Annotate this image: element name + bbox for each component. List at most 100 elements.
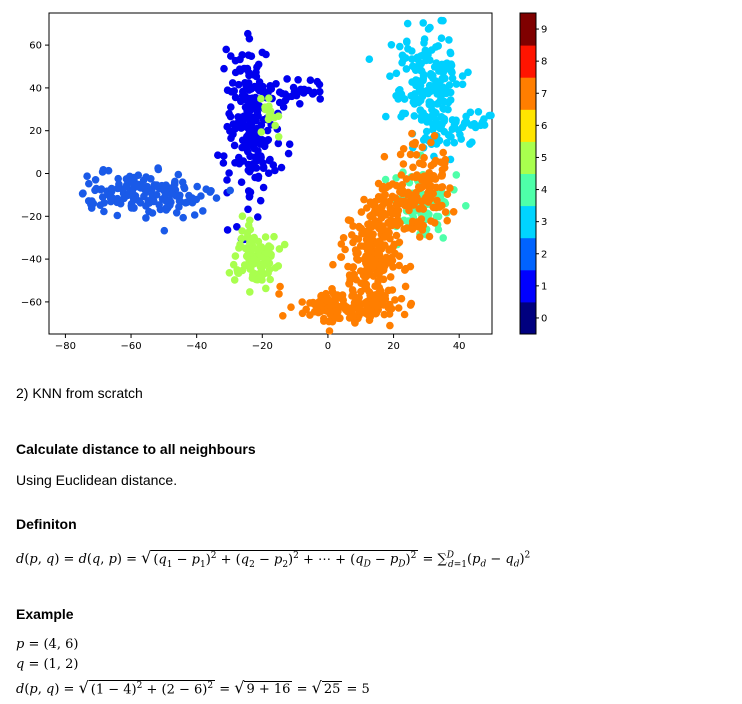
- scatter-point: [246, 114, 255, 123]
- scatter-point: [106, 194, 115, 203]
- scatter-point: [294, 76, 302, 84]
- scatter-point: [265, 111, 274, 120]
- colorbar-segment: [520, 77, 536, 110]
- scatter-point: [400, 225, 409, 233]
- scatter-point: [344, 216, 353, 224]
- scatter-point: [212, 194, 221, 202]
- sqrt-icon: √: [311, 678, 322, 697]
- scatter-point: [263, 126, 272, 135]
- scatter-point: [257, 128, 266, 136]
- scatter-point: [386, 321, 394, 330]
- scatter-point: [440, 105, 448, 113]
- y-tick-label: −60: [21, 297, 42, 308]
- scatter-point: [439, 148, 448, 157]
- scatter-point: [407, 192, 416, 201]
- scatter-point: [446, 49, 455, 58]
- scatter-point: [135, 197, 143, 205]
- scatter-point: [264, 136, 273, 144]
- x-tick-label: −40: [186, 341, 207, 352]
- scatter-point: [421, 46, 430, 55]
- colorbar-segment: [520, 173, 536, 207]
- scatter-point: [365, 306, 373, 314]
- scatter-point: [474, 108, 483, 116]
- scatter-point: [263, 249, 271, 257]
- scatter-point: [178, 178, 187, 186]
- scatter-point: [330, 295, 339, 303]
- scatter-point: [259, 87, 268, 95]
- scatter-point: [265, 94, 273, 102]
- scatter-point: [388, 210, 397, 218]
- y-tick-label: −40: [21, 255, 42, 266]
- tsne-scatter-plot: −80 −60 −40 −20 0 20 40 60 40 20 0 −20 −40 −60 0 1 2 3 4…: [21, 12, 547, 352]
- scatter-point: [436, 203, 444, 211]
- scatter-point: [443, 190, 452, 198]
- scatter-point: [292, 91, 301, 100]
- scatter-point: [371, 282, 379, 291]
- scatter-point: [414, 218, 422, 226]
- scatter-point: [430, 219, 439, 227]
- scatter-point: [277, 163, 286, 172]
- scatter-point: [242, 252, 251, 261]
- knn-section-title: 2) KNN from scratch: [16, 385, 143, 401]
- scatter-point: [427, 138, 435, 147]
- scatter-point: [325, 327, 334, 335]
- scatter-point: [403, 38, 411, 47]
- x-axis-ticks: −80 −60 −40 −20 0 20 40: [55, 334, 466, 352]
- scatter-point: [227, 52, 235, 60]
- scatter-point: [407, 299, 416, 308]
- scatter-point: [244, 205, 252, 214]
- scatter-point: [354, 256, 363, 264]
- scatter-point: [412, 151, 421, 159]
- scatter-point: [244, 147, 252, 156]
- scatter-point: [197, 192, 205, 200]
- scatter-point: [441, 208, 450, 216]
- scatter-point: [480, 115, 488, 123]
- scatter-point: [168, 184, 176, 193]
- scatter-point: [392, 181, 401, 190]
- scatter-point: [230, 276, 239, 284]
- scatter-point: [227, 103, 235, 111]
- scatter-point: [449, 208, 458, 216]
- scatter-point: [326, 307, 334, 316]
- scatter-point: [466, 140, 474, 148]
- ex-radicand: (1 − 4)2 + (2 − 6)2: [88, 679, 216, 697]
- colorbar-tick-label: 8: [541, 57, 547, 68]
- scatter-point: [414, 183, 423, 191]
- scatter-point: [452, 116, 460, 125]
- scatter-point: [275, 245, 284, 253]
- scatter-point: [387, 216, 395, 224]
- y-tick-label: −20: [21, 212, 42, 223]
- scatter-point: [231, 93, 240, 102]
- scatter-point: [437, 172, 446, 180]
- scatter-point: [246, 101, 255, 109]
- scatter-point: [130, 173, 138, 182]
- scatter-point: [180, 184, 189, 193]
- scatter-point: [382, 112, 390, 121]
- scatter-point: [237, 178, 246, 186]
- scatter-point: [254, 174, 263, 182]
- scatter-point: [337, 240, 346, 248]
- scatter-point: [153, 181, 161, 189]
- scatter-point: [432, 77, 440, 85]
- scatter-point: [114, 174, 122, 183]
- scatter-point: [361, 227, 369, 236]
- scatter-point: [154, 164, 162, 172]
- scatter-point: [452, 80, 461, 88]
- colorbar-segment: [520, 301, 536, 335]
- scatter-point: [416, 106, 425, 114]
- scatter-point: [171, 177, 179, 186]
- scatter-point: [386, 72, 394, 80]
- scatter-point: [251, 129, 259, 137]
- scatter-point: [381, 211, 390, 219]
- scatter-point: [399, 145, 408, 153]
- scatter-point: [437, 95, 445, 103]
- scatter-point: [389, 263, 397, 271]
- y-tick-label: 0: [36, 169, 42, 180]
- scatter-point: [253, 101, 262, 109]
- scatter-point: [225, 269, 234, 277]
- scatter-point: [430, 132, 439, 140]
- def-sum: = ∑Dd=1(pd − qd)2: [418, 550, 531, 570]
- scatter-point: [351, 319, 359, 327]
- scatter-point: [245, 192, 254, 200]
- scatter-point: [357, 208, 366, 216]
